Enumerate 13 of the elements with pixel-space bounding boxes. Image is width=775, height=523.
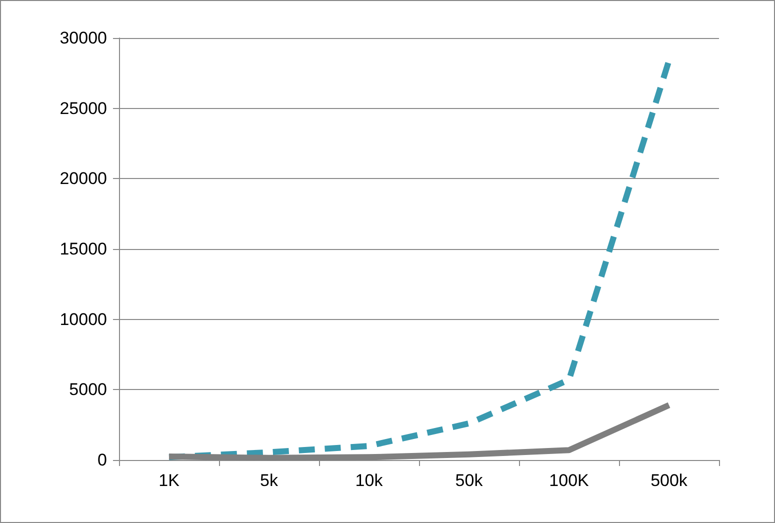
y-tick-label: 10000 (60, 310, 107, 329)
y-tick-label: 5000 (69, 380, 107, 400)
y-tick-label: 30000 (60, 28, 107, 48)
x-tick-label: 100K (549, 471, 590, 490)
y-tick-label: 0 (98, 450, 107, 470)
y-tick-label: 25000 (60, 98, 107, 118)
x-tick-label: 500k (650, 471, 688, 490)
x-tick-label: 50k (455, 471, 484, 490)
x-tick-label: 1K (158, 471, 180, 490)
y-tick-label: 20000 (60, 169, 107, 188)
y-tick-label: 15000 (60, 240, 107, 258)
x-tick-label: 10k (355, 471, 384, 490)
x-tick-label: 5k (260, 471, 278, 490)
